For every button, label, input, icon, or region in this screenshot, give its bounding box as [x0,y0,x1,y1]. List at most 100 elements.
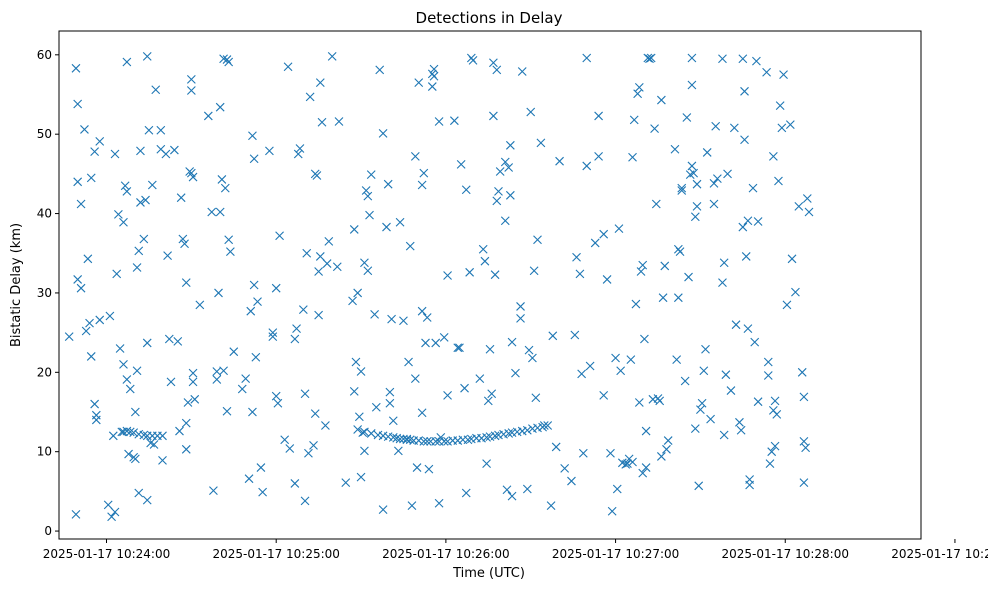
data-point-215 [468,55,478,65]
data-point-288 [634,398,644,407]
data-point-175 [387,314,396,324]
data-point-378 [782,300,792,310]
data-point-168 [375,65,385,75]
data-point-117 [271,391,281,401]
data-point-84 [207,207,217,217]
data-point-354 [741,252,751,261]
data-point-55 [149,440,159,449]
data-point-178 [395,217,405,227]
data-point-273 [611,353,620,363]
data-point-89 [215,102,225,112]
data-point-380 [787,254,797,264]
data-point-79 [188,368,198,378]
data-point-66 [175,426,184,436]
data-point-56 [151,85,161,95]
data-point-253 [551,442,561,452]
data-point-28 [115,344,125,353]
data-point-270 [602,275,612,284]
data-point-72 [181,418,191,428]
data-point-57 [156,125,166,135]
data-point-271 [606,448,615,458]
data-point-153 [351,357,361,367]
data-point-337 [711,121,721,131]
data-point-209 [456,159,466,169]
data-point-106 [248,407,257,417]
data-point-142 [317,117,327,127]
chart-title: Detections in Delay [416,9,563,27]
data-point-181 [404,357,413,367]
data-point-92 [219,366,228,376]
data-point-82 [195,300,205,310]
data-point-189 [417,306,427,316]
data-point-68 [178,234,188,244]
points-layer [64,52,814,522]
data-point-190 [417,180,427,190]
data-point-342 [719,258,729,268]
data-point-315 [677,183,687,193]
data-point-343 [721,370,731,380]
data-point-313 [675,247,685,257]
data-point-60 [161,149,171,159]
data-point-328 [694,481,704,491]
data-point-16 [91,415,101,425]
data-point-174 [385,398,395,408]
data-point-344 [723,169,732,179]
data-point-276 [616,366,626,376]
data-point-347 [731,320,741,330]
data-point-254 [555,156,564,166]
data-point-312 [673,293,683,303]
data-point-71 [181,278,191,288]
data-point-31 [119,359,128,369]
x-tick-label-1: 2025-01-17 10:25:00 [212,547,339,561]
data-point-91 [217,175,227,184]
data-point-161 [361,186,371,195]
data-point-108 [249,280,259,290]
data-point-194 [424,464,434,474]
data-point-441 [543,421,553,430]
data-point-152 [349,386,359,396]
data-point-238 [511,368,520,378]
data-point-114 [268,332,278,341]
data-point-275 [614,224,624,234]
data-point-8 [81,326,91,336]
data-point-199 [431,338,441,348]
data-point-176 [388,416,398,426]
data-point-220 [483,396,493,406]
y-tick-label-6: 60 [37,48,52,62]
data-point-94 [220,183,230,193]
data-point-206 [449,116,459,126]
data-point-45 [136,146,145,156]
data-point-339 [718,54,727,64]
data-point-177 [393,446,403,456]
data-point-126 [293,149,303,159]
data-point-372 [770,441,780,451]
data-point-297 [646,53,656,63]
data-point-187 [414,78,424,87]
data-point-294 [641,463,651,472]
data-point-414 [419,436,429,446]
data-point-260 [577,369,587,379]
data-point-12 [86,173,96,183]
data-point-324 [690,212,700,222]
data-point-90 [215,207,225,217]
data-point-80 [188,377,198,387]
data-point-138 [314,310,324,320]
y-tick-label-0: 0 [44,524,52,538]
data-point-9 [83,254,93,264]
data-point-307 [662,444,671,454]
data-point-235 [505,190,515,200]
data-point-148 [334,117,344,126]
data-point-226 [492,65,502,75]
data-point-399 [158,431,167,441]
data-point-2 [73,99,83,109]
data-point-158 [358,428,368,438]
data-point-124 [290,479,300,488]
data-point-282 [628,457,637,467]
data-point-48 [141,195,150,205]
data-point-169 [378,129,388,138]
data-point-356 [743,216,753,226]
data-point-364 [762,67,771,77]
data-point-330 [697,398,707,408]
y-tick-label-4: 40 [37,207,52,221]
